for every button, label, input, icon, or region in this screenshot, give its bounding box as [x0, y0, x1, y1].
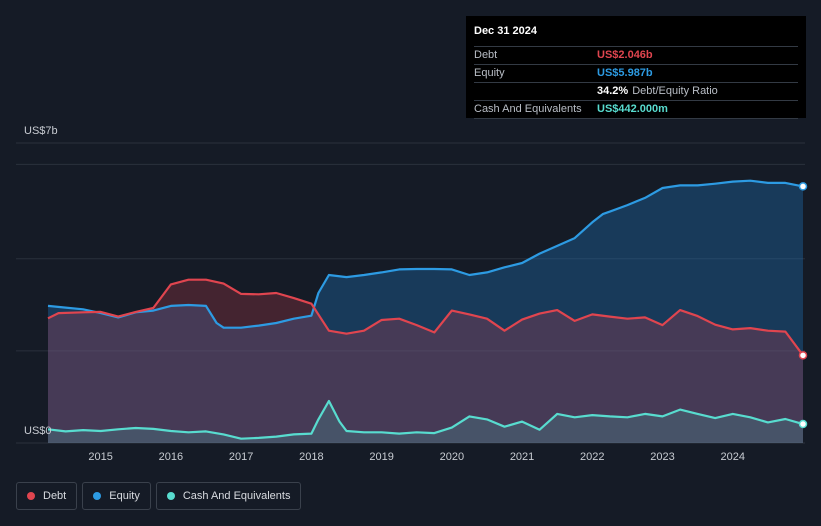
x-tick-label: 2019	[369, 451, 393, 463]
legend-item-debt[interactable]: Debt	[16, 482, 78, 510]
legend-item-cash[interactable]: Cash And Equivalents	[155, 482, 302, 510]
x-tick-label: 2020	[440, 451, 464, 463]
cash-and-equivalents-area	[48, 401, 803, 443]
tooltip-value: 34.2%	[597, 85, 629, 97]
x-tick-label: 2021	[510, 451, 534, 463]
tooltip-value: US$5.987b	[597, 67, 653, 79]
legend-label: Cash And Equivalents	[182, 490, 291, 502]
debt-area	[48, 279, 803, 443]
tooltip-row-debt: Debt US$2.046b	[474, 47, 798, 65]
chart-legend: Debt Equity Cash And Equivalents	[16, 482, 306, 510]
tooltip-date: Dec 31 2024	[474, 24, 798, 47]
tooltip-row-cash: Cash And Equivalents US$442.000m	[474, 101, 798, 119]
equity-area	[48, 180, 803, 443]
tooltip-label	[474, 83, 597, 100]
tooltip-row-equity: Equity US$5.987b	[474, 65, 798, 83]
x-tick-label: 2016	[159, 451, 183, 463]
series-lines	[47, 179, 808, 440]
tooltip-label: Cash And Equivalents	[474, 103, 582, 115]
tooltip-value: US$2.046b	[597, 49, 653, 61]
cash-and-equivalents-line	[47, 399, 804, 440]
tooltip-label: Debt	[474, 49, 498, 61]
tooltip-label: Equity	[474, 67, 505, 79]
area-fills	[48, 180, 803, 443]
equity-line	[47, 179, 804, 329]
legend-label: Debt	[43, 490, 67, 502]
tooltip-row-ratio: 34.2% Debt/Equity Ratio	[474, 83, 798, 101]
x-tick-label: 2015	[88, 451, 112, 463]
legend-label: Equity	[109, 490, 140, 502]
x-tick-label: 2022	[580, 451, 604, 463]
x-axis-ticks: 2015 2016 2017 2018 2019 2020 2021 2022 2023 2024	[88, 451, 745, 463]
cash-and-equivalents-end-point	[798, 419, 808, 429]
tooltip-subtext: Debt/Equity Ratio	[632, 85, 718, 97]
x-tick-label: 2024	[721, 451, 745, 463]
legend-dot-icon	[93, 492, 102, 500]
y-axis-bottom-label: US$0	[24, 425, 52, 437]
equity-end-point	[798, 182, 808, 191]
legend-item-equity[interactable]: Equity	[82, 482, 151, 510]
legend-dot-icon	[166, 492, 175, 500]
y-axis-top-label: US$7b	[24, 125, 58, 137]
legend-dot-icon	[27, 492, 35, 500]
x-tick-label: 2018	[299, 451, 323, 463]
debt-end-point	[798, 351, 808, 360]
x-tick-label: 2017	[229, 451, 253, 463]
tooltip-value: US$442.000m	[597, 103, 668, 115]
grid-lines	[16, 142, 805, 444]
debt-line	[47, 278, 804, 356]
x-tick-label: 2023	[650, 451, 674, 463]
data-tooltip: Dec 31 2024 Debt US$2.046b Equity US$5.9…	[466, 16, 806, 119]
